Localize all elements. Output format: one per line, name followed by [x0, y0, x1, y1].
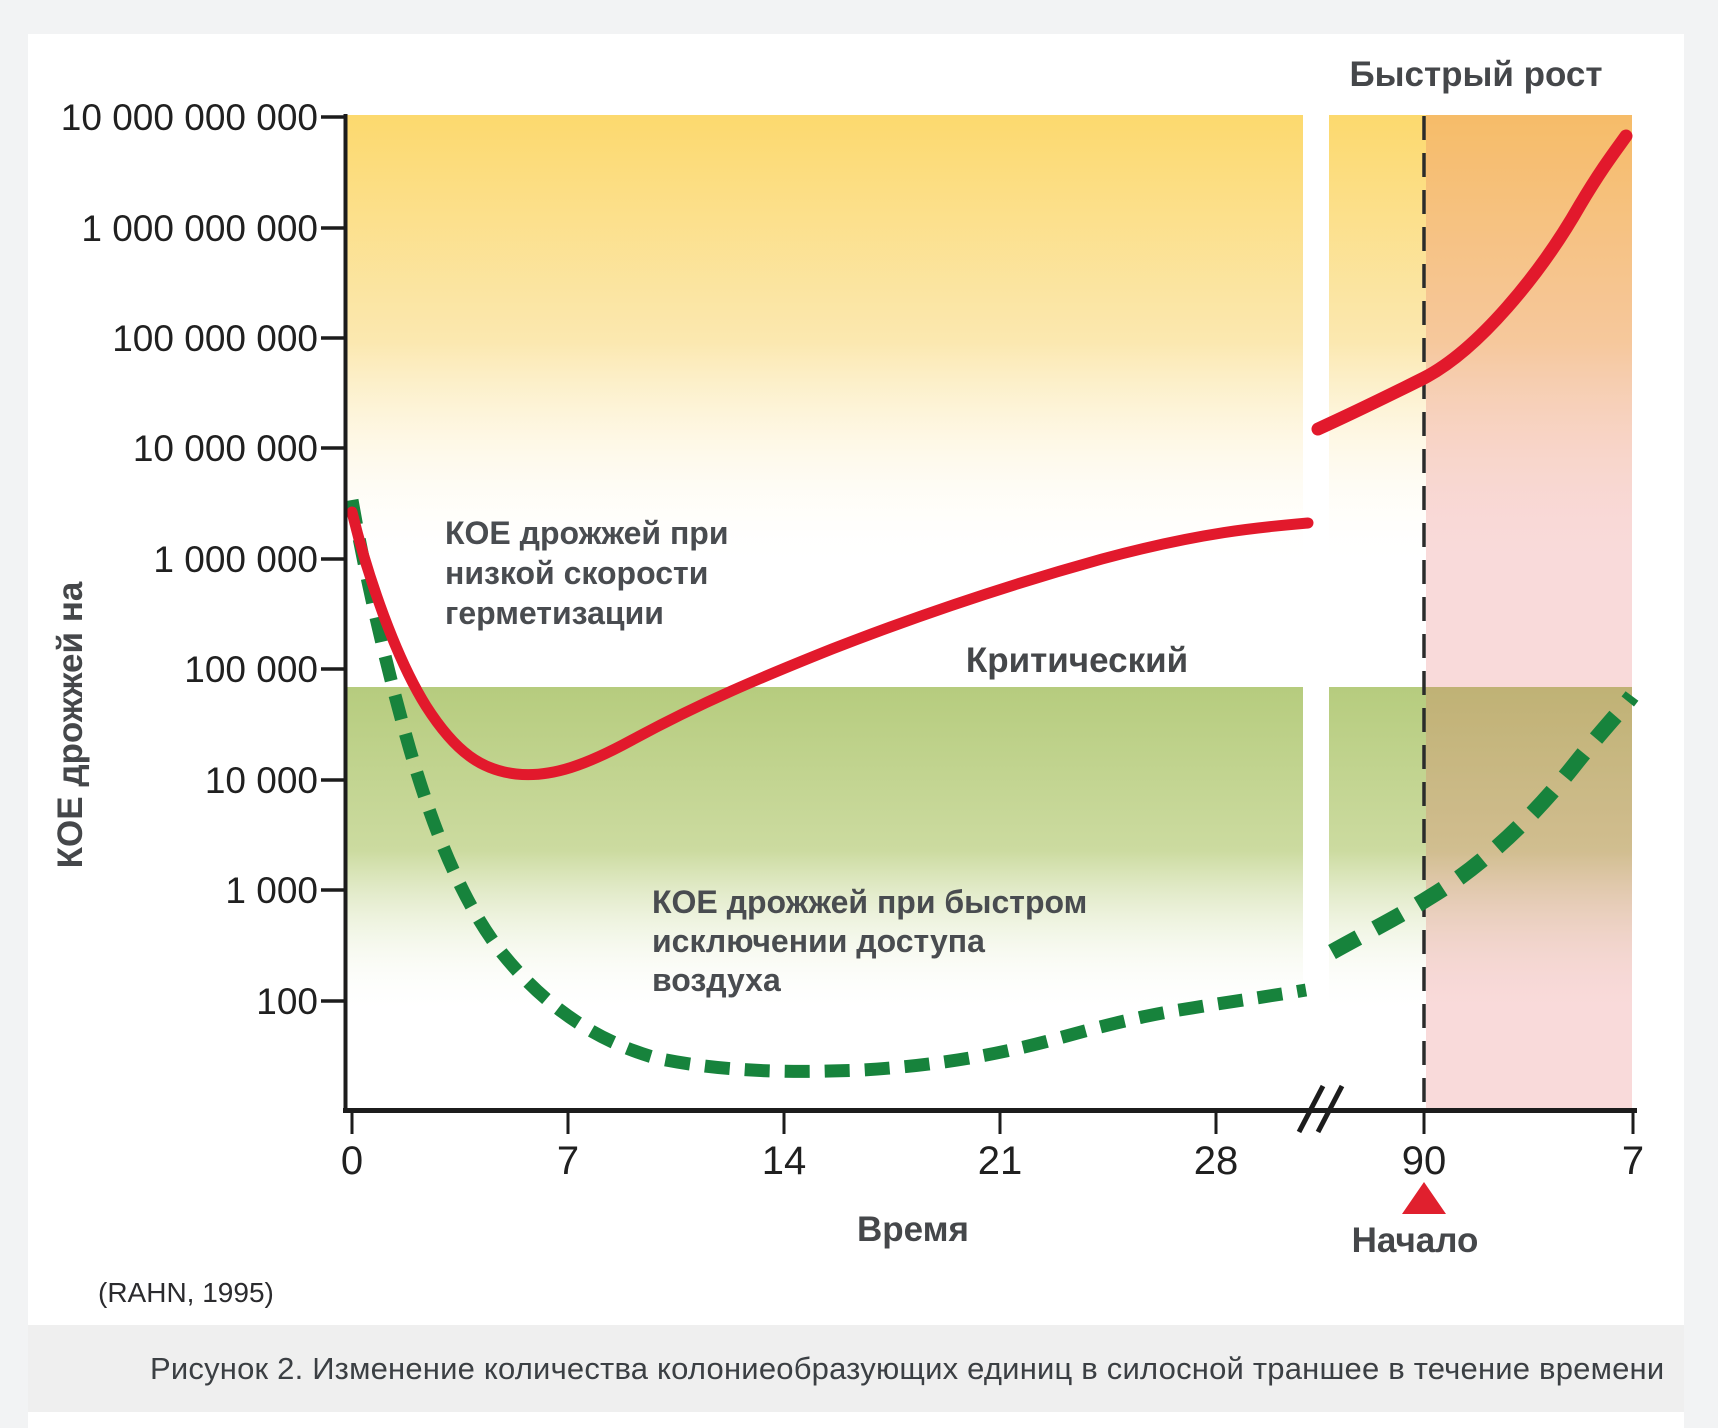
- y-tick-marks: [321, 115, 344, 1003]
- slow-sealing-curve-main: [346, 506, 1314, 781]
- x-tick-label: 14: [762, 1139, 807, 1183]
- y-axis-title: КОЕ дрожжей на: [51, 581, 90, 868]
- fast-sealing-curve-main: [345, 498, 1308, 1078]
- y-tick-label: 100 000: [184, 649, 318, 690]
- label-critical: Критический: [966, 641, 1188, 680]
- start-marker-triangle: [1402, 1182, 1446, 1214]
- label-fast-sealing: КОЕ дрожжей при быстром исключении досту…: [652, 884, 1087, 998]
- y-tick-label: 1 000 000 000: [81, 208, 318, 249]
- x-tick-labels: 0 7 14 21 28 90 7: [341, 1139, 1644, 1183]
- region-safe-green-right: [1329, 687, 1632, 1015]
- x-tick-marks: [350, 1113, 1635, 1134]
- label-slow-sealing-line1: КОЕ дрожжей при: [445, 515, 729, 551]
- x-tick-label: 0: [341, 1139, 363, 1183]
- label-fast-sealing-line1: КОЕ дрожжей при быстром: [652, 884, 1087, 920]
- label-rapid-growth: Быстрый рост: [1349, 55, 1602, 94]
- slow-sealing-curve-after-break: [1311, 129, 1633, 436]
- region-feedout-pink-overlay: [1426, 115, 1632, 1110]
- x-tick-label: 21: [978, 1139, 1023, 1183]
- caption-band: Рисунок 2. Изменение количества колониео…: [28, 1325, 1684, 1412]
- y-tick-label: 10 000 000 000: [61, 97, 318, 138]
- label-start: Начало: [1352, 1221, 1479, 1260]
- label-slow-sealing-line3: герметизации: [445, 595, 664, 631]
- label-slow-sealing-line2: низкой скорости: [445, 555, 708, 591]
- source-citation: (RAHN, 1995): [98, 1277, 274, 1308]
- x-tick-label: 90: [1402, 1139, 1447, 1183]
- region-safe-green-main: [347, 687, 1303, 1015]
- y-tick-label: 100: [256, 981, 318, 1022]
- label-slow-sealing: КОЕ дрожжей при низкой скорости герметиз…: [445, 515, 729, 631]
- x-axis-title: Время: [857, 1210, 969, 1249]
- label-fast-sealing-line3: воздуха: [652, 962, 781, 998]
- figure-caption: Рисунок 2. Изменение количества колониео…: [150, 1350, 1665, 1386]
- x-tick-label: 7: [557, 1139, 579, 1183]
- y-tick-label: 1 000 000: [153, 539, 318, 580]
- y-tick-label: 100 000 000: [112, 318, 318, 359]
- fast-sealing-curve-after-break: [1328, 691, 1639, 959]
- axes: [321, 114, 1637, 1134]
- x-tick-label: 28: [1194, 1139, 1239, 1183]
- axis-break-marks: [1296, 1084, 1345, 1134]
- y-tick-labels: 10 000 000 000 1 000 000 000 100 000 000…: [61, 97, 318, 1022]
- label-fast-sealing-line2: исключении доступа: [652, 923, 985, 959]
- region-risk-yellow-main: [347, 115, 1303, 570]
- y-tick-label: 10 000 000: [133, 428, 318, 469]
- series-curves: [345, 129, 1639, 1078]
- x-tick-label: 7: [1622, 1139, 1644, 1183]
- y-tick-label: 1 000: [225, 870, 318, 911]
- y-tick-label: 10 000: [205, 760, 318, 801]
